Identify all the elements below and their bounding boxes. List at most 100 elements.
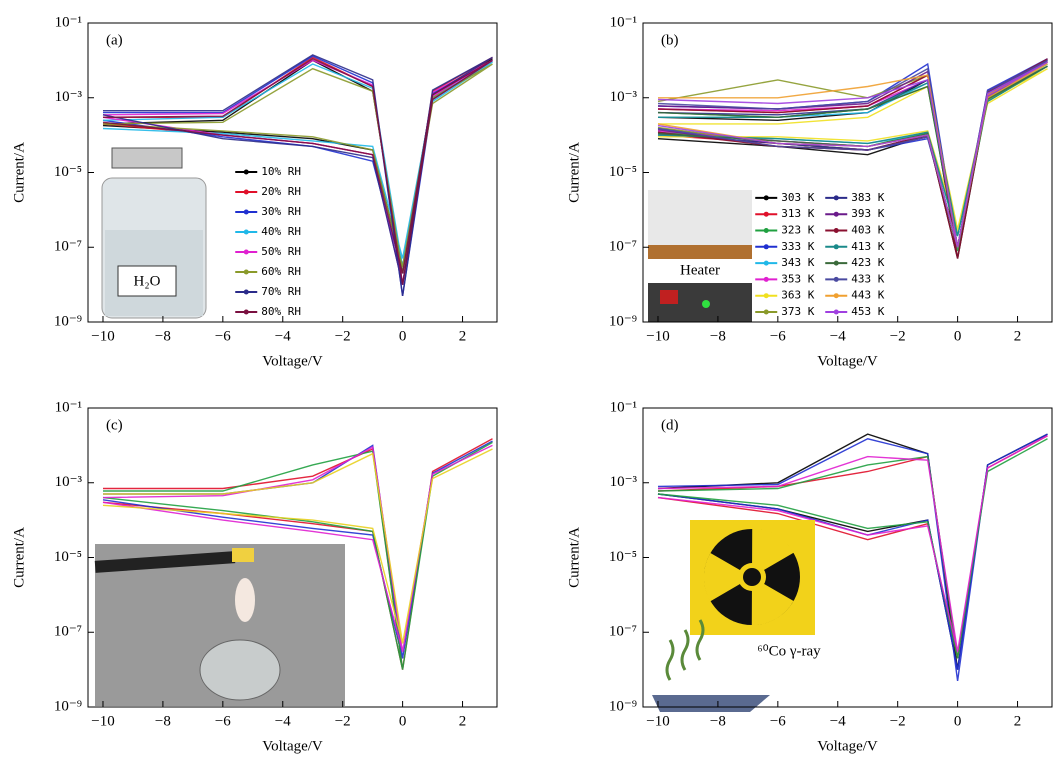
legend-label: 373 K (781, 305, 814, 318)
legend-marker (764, 310, 769, 315)
x-tick-label: −10 (91, 328, 114, 344)
legend-label: 20% RH (261, 185, 301, 198)
x-tick-label: −10 (91, 713, 114, 729)
y-tick-label: 10⁻⁷ (54, 624, 82, 640)
inset-label: ⁶⁰Co γ-ray (757, 643, 821, 659)
y-tick-label: 10⁻⁹ (609, 698, 637, 714)
legend-marker (834, 195, 839, 200)
legend-label: 403 K (851, 224, 884, 237)
legend-label: 333 K (781, 240, 814, 253)
legend-label: 363 K (781, 289, 814, 302)
x-tick-label: −2 (335, 713, 351, 729)
indicator (702, 300, 710, 308)
x-tick-label: −6 (215, 713, 231, 729)
legend-label: 353 K (781, 272, 814, 285)
device (652, 695, 770, 712)
x-tick-label: 0 (954, 713, 962, 729)
x-tick-label: −8 (710, 328, 726, 344)
y-axis-label: Current/A (566, 527, 582, 588)
x-tick-label: −2 (890, 713, 906, 729)
legend-label: 30% RH (261, 205, 301, 218)
legend-label: 80% RH (261, 305, 301, 318)
flame (235, 578, 255, 622)
legend-marker (244, 210, 249, 215)
y-tick-label: 10⁻¹ (610, 399, 637, 415)
legend-label: 313 K (781, 207, 814, 220)
trefoil-center (743, 568, 761, 586)
legend-label: 40% RH (261, 225, 301, 238)
y-tick-label: 10⁻⁵ (609, 164, 637, 180)
beaker-inset: H₂O (102, 148, 206, 318)
x-axis-label: Voltage/V (817, 353, 878, 369)
x-tick-label: −2 (335, 328, 351, 344)
legend-label: 323 K (781, 224, 814, 237)
x-tick-label: 2 (459, 328, 467, 344)
legend-marker (764, 228, 769, 233)
lamp (200, 640, 280, 700)
device (112, 148, 182, 168)
legend-marker (244, 290, 249, 295)
legend-marker (764, 195, 769, 200)
inset-label: H₂O (134, 273, 161, 289)
x-tick-label: −4 (275, 328, 291, 344)
legend-marker (244, 270, 249, 275)
figure: H₂O Heater ⁶⁰Co γ-ray 10⁻⁹ 10⁻⁷ 10⁻⁵ 10⁻³ 10… (0, 0, 1061, 766)
y-tick-label: 10⁻⁷ (54, 239, 82, 255)
panel-label: (b) (661, 32, 679, 48)
x-tick-label: −6 (215, 328, 231, 344)
y-tick-label: 10⁻⁷ (609, 624, 637, 640)
heater-inset: Heater (648, 190, 752, 322)
legend-marker (834, 277, 839, 282)
legend-marker (834, 244, 839, 249)
device (648, 190, 752, 245)
legend-marker (764, 293, 769, 298)
legend-label: 60% RH (261, 265, 301, 278)
y-tick-label: 10⁻⁹ (609, 313, 637, 329)
x-tick-label: −6 (770, 328, 786, 344)
x-tick-label: 0 (399, 713, 407, 729)
legend-label: 443 K (851, 289, 884, 302)
flame-inset (95, 544, 345, 706)
radiation-inset: ⁶⁰Co γ-ray (652, 511, 828, 712)
legend-label: 10% RH (261, 165, 301, 178)
legend-marker (834, 228, 839, 233)
x-tick-label: −8 (155, 713, 171, 729)
x-tick-label: 0 (399, 328, 407, 344)
y-axis-label: Current/A (566, 142, 582, 203)
y-tick-label: 10⁻⁵ (54, 549, 82, 565)
x-tick-label: 0 (954, 328, 962, 344)
legend-label: 50% RH (261, 245, 301, 258)
x-axis-label: Voltage/V (262, 738, 323, 754)
legend-marker (834, 293, 839, 298)
y-tick-label: 10⁻³ (610, 474, 638, 490)
sample (232, 548, 254, 562)
legend-marker (834, 310, 839, 315)
legend-label: 303 K (781, 191, 814, 204)
y-tick-label: 10⁻³ (55, 474, 83, 490)
legend-marker (764, 244, 769, 249)
legend-label: 393 K (851, 207, 884, 220)
y-tick-label: 10⁻⁵ (609, 549, 637, 565)
legend-marker (834, 212, 839, 217)
legend-marker (244, 190, 249, 195)
legend-label: 423 K (851, 256, 884, 269)
legend-marker (244, 310, 249, 315)
x-tick-label: −2 (890, 328, 906, 344)
legend-label: 413 K (851, 240, 884, 253)
x-tick-label: −8 (155, 328, 171, 344)
y-tick-label: 10⁻⁹ (54, 698, 82, 714)
y-tick-label: 10⁻³ (610, 89, 638, 105)
legend-marker (244, 230, 249, 235)
y-tick-label: 10⁻⁹ (54, 313, 82, 329)
x-axis-label: Voltage/V (262, 353, 323, 369)
x-tick-label: 2 (1014, 328, 1022, 344)
legend-marker (834, 261, 839, 266)
legend-marker (764, 261, 769, 266)
y-tick-label: 10⁻⁵ (54, 164, 82, 180)
x-tick-label: −10 (646, 328, 669, 344)
x-tick-label: −6 (770, 713, 786, 729)
x-tick-label: −10 (646, 713, 669, 729)
y-axis-label: Current/A (11, 527, 27, 588)
x-axis-label: Voltage/V (817, 738, 878, 754)
legend-label: 433 K (851, 272, 884, 285)
